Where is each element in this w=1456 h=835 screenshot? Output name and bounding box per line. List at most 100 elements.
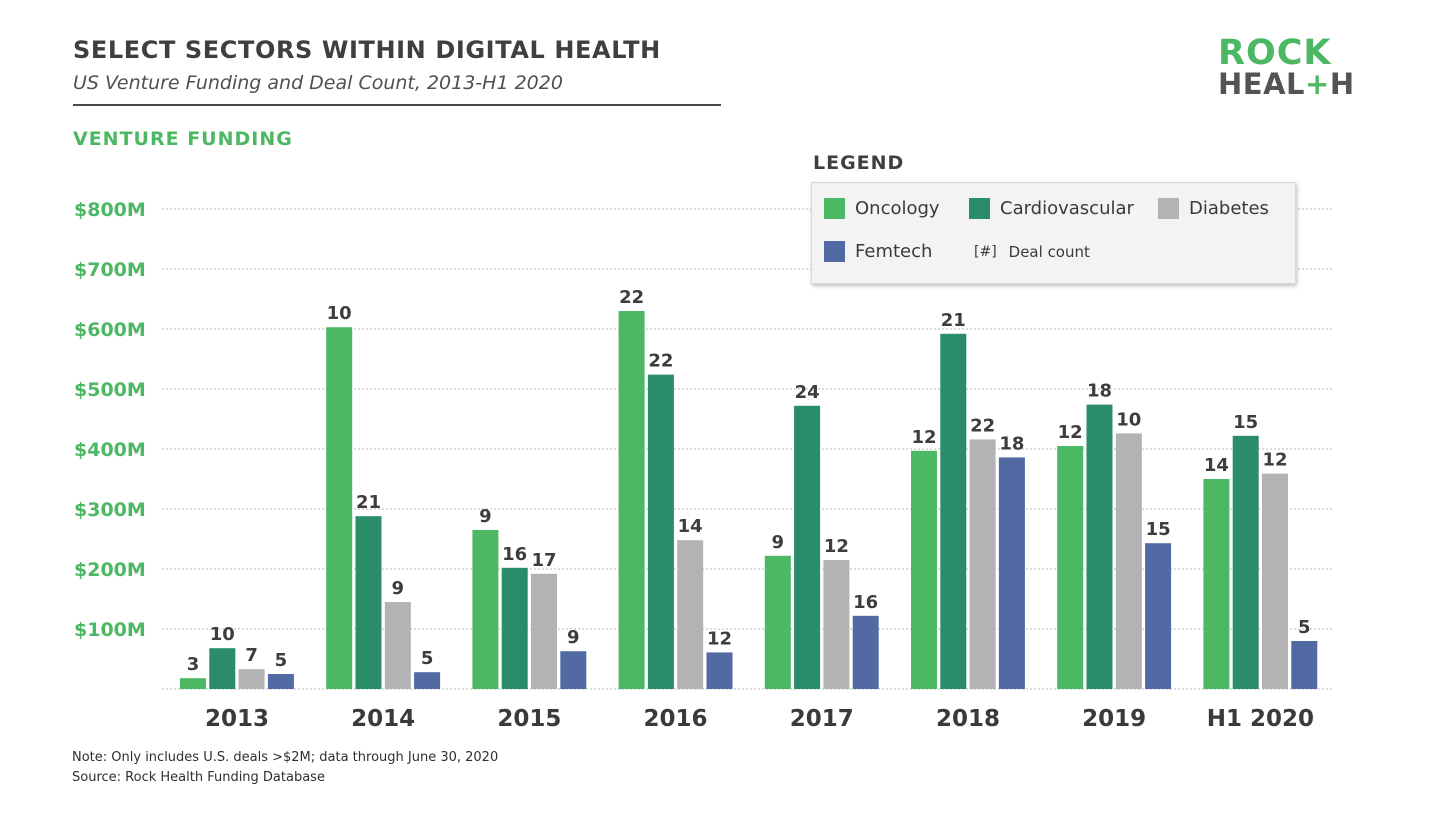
bar: [1086, 404, 1113, 689]
legend-deal-symbol: [#]: [974, 244, 997, 260]
y-tick-label: $700M: [74, 259, 146, 281]
x-tick-label: 2013: [205, 706, 269, 732]
x-tick-label: 2017: [790, 706, 854, 732]
source-note: Source: Rock Health Funding Database: [72, 770, 325, 785]
bar: [647, 374, 674, 689]
logo-line-1: ROCK: [1218, 33, 1332, 73]
chart-subtitle: US Venture Funding and Deal Count, 2013-…: [73, 72, 563, 94]
bar: [706, 652, 733, 689]
bar: [180, 678, 206, 689]
y-tick-label: $100M: [74, 619, 146, 641]
bar: [531, 573, 557, 689]
data-label: 21: [356, 492, 381, 513]
data-label: 15: [1146, 519, 1171, 540]
data-label: 12: [911, 427, 936, 448]
data-label: 9: [772, 532, 785, 553]
legend-label-diabetes: Diabetes: [1189, 198, 1269, 219]
data-label: 14: [1204, 455, 1229, 476]
x-tick-label: 2015: [497, 706, 561, 732]
bar: [1232, 435, 1259, 689]
legend-deal-label: Deal count: [1008, 243, 1090, 261]
data-label: 10: [1116, 409, 1141, 430]
x-tick-label: 2018: [936, 706, 1000, 732]
bar: [560, 651, 587, 689]
logo-plus-icon: +: [1305, 67, 1330, 101]
bar: [355, 516, 382, 689]
chart-title: SELECT SECTORS WITHIN DIGITAL HEALTH: [73, 36, 661, 64]
bar: [1262, 473, 1288, 689]
x-tick-label: 2016: [644, 706, 708, 732]
legend-item-cardiovascular: Cardiovascular: [969, 198, 1134, 219]
data-label: 5: [275, 650, 288, 671]
bar: [472, 530, 499, 689]
legend-label-oncology: Oncology: [855, 198, 940, 219]
data-label: 18: [1087, 381, 1112, 402]
data-label: 22: [619, 287, 644, 308]
bar: [1057, 446, 1084, 689]
data-label: 22: [970, 415, 995, 436]
bar: [326, 327, 353, 689]
data-label: 9: [567, 627, 580, 648]
data-label: 24: [795, 382, 820, 403]
logo-word-heal: HEAL: [1218, 67, 1306, 101]
bar: [618, 311, 645, 689]
legend-swatch-oncology: [824, 198, 845, 219]
data-label: 10: [327, 303, 352, 324]
bar: [823, 560, 850, 689]
legend-item-oncology: Oncology: [824, 198, 940, 219]
bar: [501, 567, 528, 689]
data-label: 17: [531, 550, 556, 571]
bar: [384, 602, 411, 689]
data-label: 15: [1233, 412, 1258, 433]
legend-title: LEGEND: [813, 152, 905, 174]
data-label: 9: [479, 506, 492, 527]
x-tick-label: 2019: [1082, 706, 1146, 732]
legend: Oncology Cardiovascular Diabetes Femtech…: [811, 182, 1296, 284]
legend-swatch-cardiovascular: [969, 198, 990, 219]
footnote: Note: Only includes U.S. deals >$2M; dat…: [72, 750, 499, 765]
bar: [677, 540, 704, 689]
data-label: 10: [210, 624, 235, 645]
data-label: 16: [502, 544, 527, 565]
data-label: 12: [824, 536, 849, 557]
rock-health-logo: ROCK HEAL+H: [1218, 33, 1354, 101]
bar: [1145, 543, 1172, 689]
data-label: 5: [1298, 617, 1311, 638]
data-label: 5: [421, 648, 434, 669]
y-tick-label: $500M: [74, 379, 146, 401]
y-tick-label: $300M: [74, 499, 146, 521]
logo-line-2: HEAL+H: [1218, 67, 1354, 101]
data-label: 16: [853, 592, 878, 613]
data-label: 18: [999, 433, 1024, 454]
data-label: 7: [245, 645, 258, 666]
bar: [209, 648, 236, 689]
section-title: VENTURE FUNDING: [73, 128, 293, 150]
data-label: 12: [707, 628, 732, 649]
logo-letter-h: H: [1329, 67, 1355, 101]
bar: [1203, 479, 1230, 689]
bar: [414, 672, 441, 689]
legend-swatch-femtech: [824, 241, 845, 262]
bar: [969, 439, 996, 689]
data-label: 3: [187, 654, 200, 675]
bar: [238, 669, 265, 689]
data-label: 12: [1262, 450, 1287, 471]
legend-item-femtech: Femtech: [824, 241, 932, 262]
legend-item-deal-count: [#] Deal count: [974, 243, 1090, 261]
legend-label-cardiovascular: Cardiovascular: [1000, 198, 1134, 219]
data-label: 9: [392, 578, 405, 599]
data-label: 14: [678, 516, 703, 537]
bar: [911, 450, 937, 689]
bar: [764, 555, 791, 689]
bar: [852, 615, 879, 689]
y-tick-label: $400M: [74, 439, 146, 461]
bar: [794, 405, 821, 689]
y-tick-label: $600M: [74, 319, 146, 341]
bar: [1115, 433, 1142, 689]
x-tick-label: 2014: [351, 706, 415, 732]
y-tick-label: $200M: [74, 559, 146, 581]
bar: [1291, 641, 1318, 689]
title-divider: [73, 104, 721, 106]
bar: [940, 333, 967, 689]
